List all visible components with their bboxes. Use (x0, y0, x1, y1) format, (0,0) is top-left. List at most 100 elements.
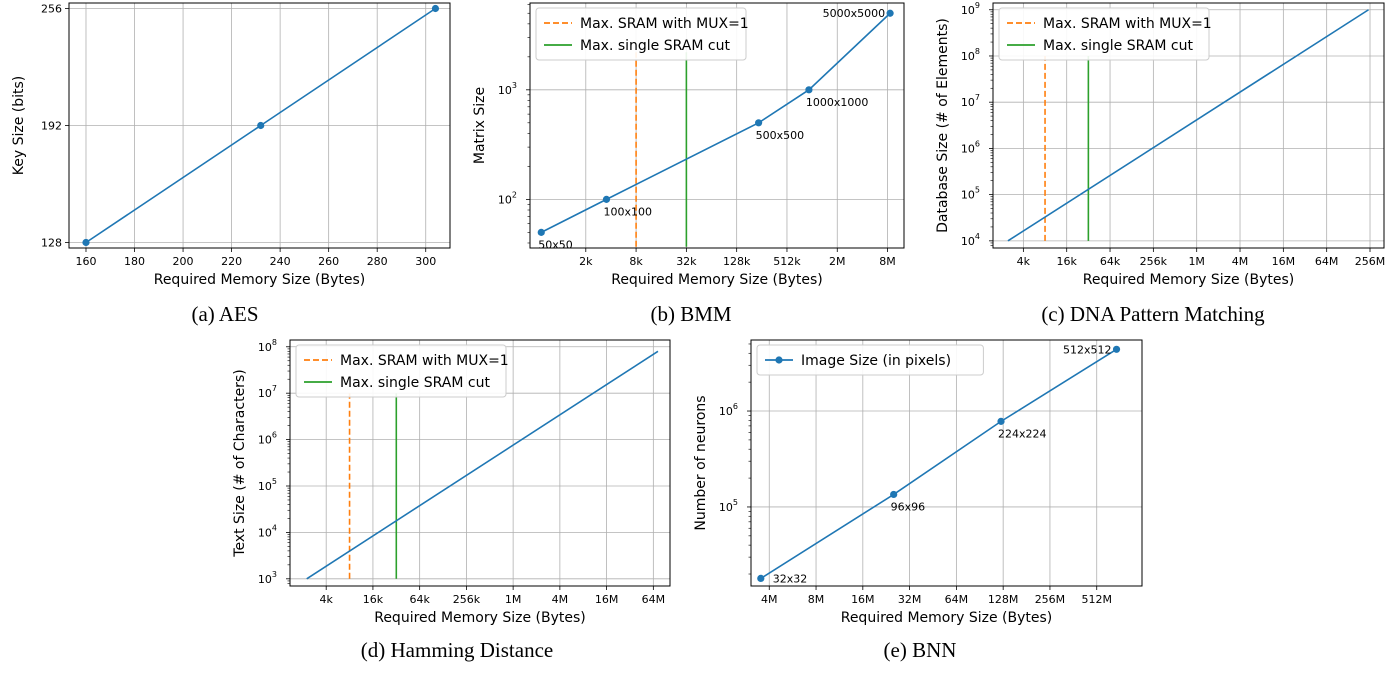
x-tick-label: 512M (1081, 593, 1112, 606)
x-tick-label: 160 (75, 255, 96, 268)
x-tick-label: 128M (988, 593, 1019, 606)
legend-marker (775, 356, 783, 364)
caption-d: (d) Hamming Distance (360, 638, 554, 662)
point-label: 5000x5000 (823, 7, 886, 20)
y-tick-label: 128 (41, 237, 62, 250)
x-tick-label: 16M (1272, 255, 1296, 268)
x-tick-label: 64k (409, 593, 430, 606)
y-tick-label: 103 (258, 570, 277, 586)
x-tick-label: 64k (1100, 255, 1121, 268)
x-tick-label: 2M (829, 255, 846, 268)
legend-box (295, 344, 507, 398)
point-label: 512x512 (1063, 343, 1112, 356)
series-line (306, 350, 659, 580)
x-tick-label: 16M (595, 593, 619, 606)
point-label: 1000x1000 (806, 96, 869, 109)
y-tick-label: 108 (258, 338, 277, 354)
y-tick-label: 105 (961, 186, 980, 202)
x-axis-label: Required Memory Size (Bytes) (374, 610, 586, 626)
series-line (760, 348, 1117, 580)
y-tick-label: 108 (961, 47, 980, 63)
axes-frame (529, 2, 905, 249)
legend-label: Max. SRAM with MUX=1 (340, 353, 509, 369)
data-point (431, 4, 440, 13)
data-point (805, 86, 813, 94)
x-tick-label: 32M (898, 593, 922, 606)
x-tick-label: 4M (552, 593, 569, 606)
data-point (537, 228, 545, 236)
x-tick-label: 16k (1057, 255, 1078, 268)
data-point (82, 238, 90, 247)
y-tick-label: 106 (961, 139, 980, 155)
x-axis-label: Required Memory Size (Bytes) (611, 272, 823, 288)
x-tick-label: 1M (1188, 255, 1205, 268)
x-tick-label: 16M (851, 593, 875, 606)
x-tick-label: 256k (453, 593, 481, 606)
x-tick-label: 220 (221, 255, 242, 268)
caption-c: (c) DNA Pattern Matching (1041, 302, 1265, 326)
x-tick-label: 1M (505, 593, 522, 606)
y-axis-label: Database Size (# of Elements) (935, 18, 951, 233)
x-tick-label: 280 (367, 255, 388, 268)
point-label: 500x500 (756, 129, 805, 142)
axes-frame (289, 339, 671, 587)
point-label: 96x96 (891, 500, 926, 513)
x-tick-label: 256M (1355, 255, 1386, 268)
y-tick-label: 106 (719, 402, 738, 418)
x-tick-label: 300 (415, 255, 436, 268)
legend-label: Max. SRAM with MUX=1 (580, 16, 749, 32)
chart-panel-2: 4k 16k 64k 256k 1M 4M 16M 64M 256M 104 105 106 107 10… (935, 1, 1385, 288)
x-tick-label: 4k (1017, 255, 1031, 268)
data-point (602, 195, 611, 203)
legend-box (998, 7, 1210, 61)
x-tick-label: 64M (642, 593, 666, 606)
y-tick-label: 106 (258, 431, 277, 447)
data-point (1112, 345, 1121, 353)
data-point (257, 121, 265, 130)
y-tick-label: 256 (41, 2, 62, 15)
x-tick-label: 8k (629, 255, 643, 268)
legend-box (535, 7, 747, 61)
x-axis-label: Required Memory Size (Bytes) (154, 272, 366, 288)
axes-frame (750, 339, 1143, 587)
series-line (1007, 9, 1369, 242)
point-label: 50x50 (538, 238, 573, 251)
x-tick-label: 32k (676, 255, 697, 268)
y-axis-label: Matrix Size (472, 87, 488, 164)
y-tick-label: 105 (258, 477, 277, 493)
x-tick-label: 16k (363, 593, 384, 606)
legend-label: Max. SRAM with MUX=1 (1043, 16, 1212, 32)
x-tick-label: 4k (320, 593, 334, 606)
y-axis-label: Key Size (bits) (11, 76, 27, 176)
y-tick-label: 107 (258, 384, 277, 400)
x-axis-label: Required Memory Size (Bytes) (1083, 272, 1295, 288)
x-tick-label: 8M (879, 255, 896, 268)
x-tick-label: 180 (124, 255, 145, 268)
y-axis-label: Text Size (# of Characters) (232, 369, 248, 557)
x-tick-label: 64M (1315, 255, 1339, 268)
y-tick-label: 109 (961, 1, 980, 17)
x-tick-label: 256k (1140, 255, 1168, 268)
x-tick-label: 2k (579, 255, 593, 268)
x-tick-label: 128k (723, 255, 751, 268)
y-tick-label: 104 (258, 523, 277, 539)
point-label: 224x224 (998, 427, 1047, 440)
x-tick-label: 260 (318, 255, 339, 268)
legend-label: Max. single SRAM cut (1043, 38, 1193, 54)
data-point (886, 9, 894, 17)
x-tick-label: 512k (773, 255, 801, 268)
point-label: 100x100 (603, 205, 652, 218)
x-axis-label: Required Memory Size (Bytes) (841, 610, 1053, 626)
x-tick-label: 4M (1232, 255, 1249, 268)
x-tick-label: 64M (945, 593, 969, 606)
legend-label: Image Size (in pixels) (801, 353, 951, 369)
x-tick-label: 240 (270, 255, 291, 268)
legend-label: Max. single SRAM cut (340, 375, 490, 391)
y-tick-label: 107 (961, 93, 980, 109)
y-tick-label: 103 (498, 81, 517, 97)
caption-a: (a) AES (191, 302, 259, 326)
chart-panel-1: 2k 8k 32k 128k 512k 2M 8M 102 103 Required Memory… (472, 2, 905, 288)
point-label: 32x32 (773, 572, 808, 585)
data-point (890, 490, 898, 499)
